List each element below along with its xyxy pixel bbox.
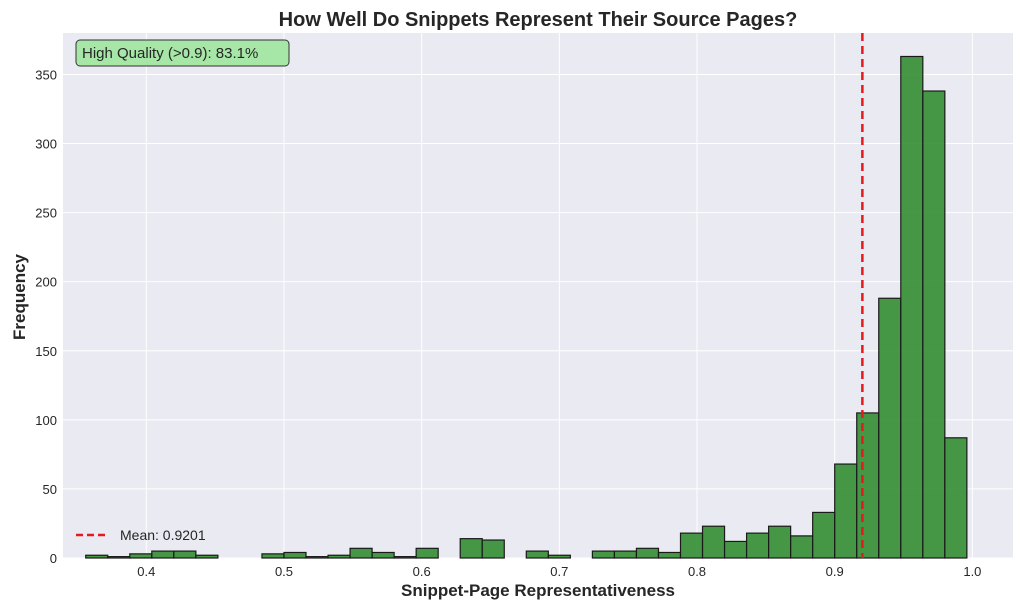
- histogram-bar: [878, 297, 902, 559]
- histogram-bar: [173, 550, 197, 559]
- histogram-bar: [151, 550, 175, 559]
- y-tick-label: 300: [35, 137, 57, 152]
- x-axis-label: Snippet-Page Representativeness: [401, 581, 675, 600]
- histogram-bar: [349, 547, 373, 559]
- histogram-bar: [679, 532, 704, 559]
- legend: Mean: 0.9201: [76, 527, 206, 543]
- histogram-bar: [591, 550, 616, 559]
- histogram-bar: [305, 556, 329, 559]
- x-tick-label: 0.7: [550, 564, 568, 579]
- histogram-bar: [768, 525, 792, 559]
- x-tick-label: 0.6: [413, 564, 431, 579]
- x-tick-label: 0.4: [137, 564, 155, 579]
- histogram-bar: [944, 437, 968, 559]
- histogram-bar: [107, 556, 131, 559]
- histogram-bar: [900, 55, 924, 559]
- y-tick-label: 200: [35, 275, 57, 290]
- histogram-bar: [812, 511, 836, 559]
- y-tick-label: 50: [43, 482, 57, 497]
- histogram-bar: [922, 90, 946, 559]
- annotation-box: [75, 39, 290, 67]
- x-tick-label: 0.8: [688, 564, 706, 579]
- histogram-bar: [701, 525, 726, 559]
- histogram-bar: [129, 553, 153, 559]
- chart-title: How Well Do Snippets Represent Their Sou…: [279, 9, 798, 31]
- histogram-bar: [635, 547, 660, 559]
- y-tick-label: 150: [35, 344, 57, 359]
- y-axis-label: Frequency: [10, 253, 29, 340]
- x-tick-label: 1.0: [963, 564, 981, 579]
- histogram-bar: [723, 540, 748, 559]
- histogram-bar: [371, 551, 395, 559]
- histogram-bar: [261, 553, 285, 559]
- tick-labels: 0.4 0.5 0.6 0.7 0.8 0.9 1.0 0 50 100 150 200 250 300 3…: [35, 67, 981, 579]
- grid-lines: [63, 33, 1013, 559]
- quality-annotation: High Quality (>0.9): 83.1%: [75, 39, 290, 67]
- legend-mean-label: Mean: 0.9201: [120, 527, 206, 543]
- annotation-text: High Quality (>0.9): 83.1%: [82, 45, 258, 62]
- histogram-bar: [834, 463, 858, 559]
- histogram-bar: [415, 547, 439, 559]
- y-tick-label: 0: [50, 551, 57, 566]
- histogram-bar: [525, 550, 549, 559]
- histogram-bar: [459, 538, 483, 559]
- histogram-bar: [856, 412, 880, 559]
- histogram-bar: [327, 554, 351, 559]
- histogram-bar: [393, 556, 417, 559]
- histogram-bar: [481, 539, 505, 559]
- histogram-bar: [85, 554, 109, 559]
- histogram-bar: [547, 554, 571, 559]
- x-tick-label: 0.5: [275, 564, 293, 579]
- x-tick-label: 0.9: [826, 564, 844, 579]
- y-tick-label: 100: [35, 413, 57, 428]
- histogram-bar: [613, 550, 638, 559]
- histogram-bars: [85, 55, 968, 559]
- histogram-bar: [195, 554, 219, 559]
- histogram-bar: [790, 535, 814, 559]
- y-tick-label: 350: [35, 67, 57, 82]
- y-tick-label: 250: [35, 206, 57, 221]
- histogram-bar: [745, 532, 770, 559]
- histogram-bar: [657, 551, 682, 559]
- histogram-bar: [283, 551, 307, 559]
